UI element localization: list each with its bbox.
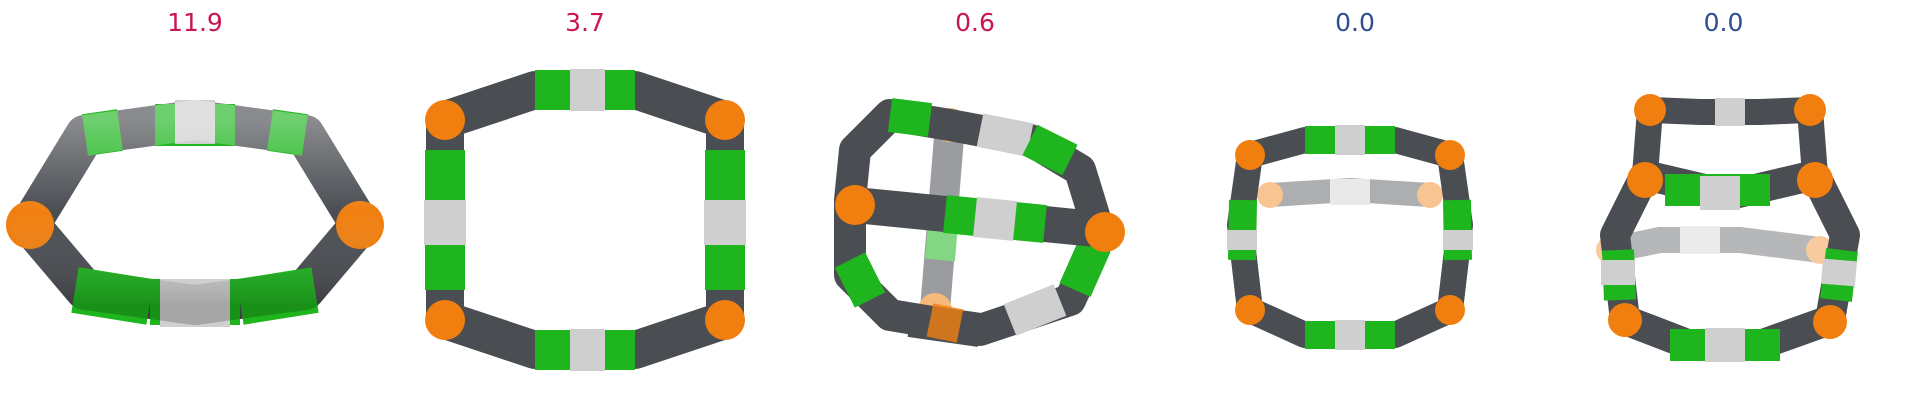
- energy-value: 0.0: [1335, 8, 1375, 37]
- ring-structure: [6, 100, 384, 327]
- energy-value: 11.9: [167, 8, 223, 37]
- structure-panel-2: 3.7: [390, 0, 780, 416]
- structure-panel-5: 0.0: [1540, 0, 1907, 416]
- prism-structure: [1596, 94, 1860, 362]
- energy-value: 0.0: [1703, 8, 1744, 37]
- structure-panel-3: 0.6: [780, 0, 1170, 416]
- prism-structure: [1227, 125, 1473, 350]
- ring-structure: [424, 69, 746, 371]
- structure-panel-1: 11.9: [0, 0, 390, 416]
- structure-panel-4: 0.0: [1170, 0, 1540, 416]
- energy-value: 3.7: [565, 8, 605, 37]
- energy-value: 0.6: [955, 8, 995, 37]
- cage-structure: [834, 98, 1125, 347]
